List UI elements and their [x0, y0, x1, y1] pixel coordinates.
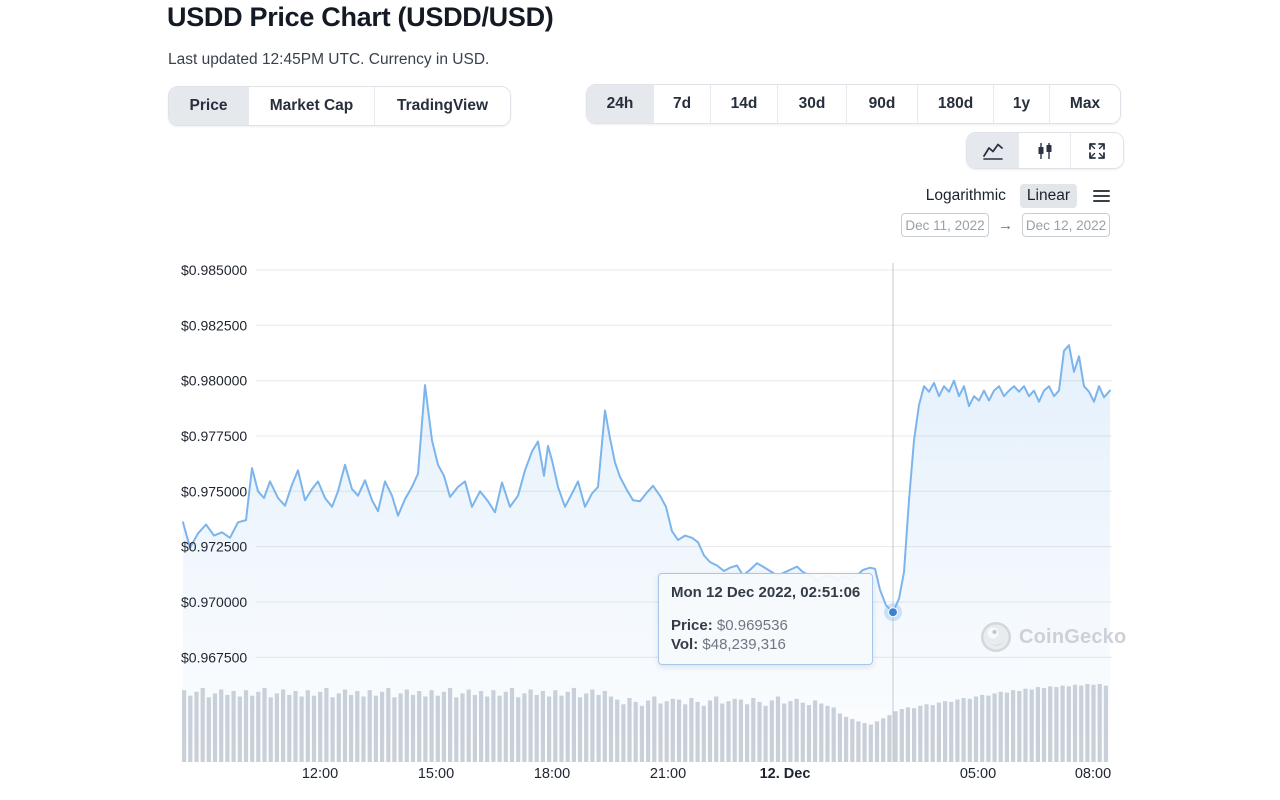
time-range-group: 24h 7d 14d 30d 90d 180d 1y Max	[586, 84, 1121, 124]
svg-text:$0.975000: $0.975000	[181, 483, 247, 499]
linear-option[interactable]: Linear	[1019, 184, 1077, 208]
range-tab-max[interactable]: Max	[1050, 85, 1120, 123]
start-date-input[interactable]	[901, 213, 989, 237]
tooltip-vol-value: $48,239,316	[702, 636, 786, 653]
tooltip-price-value: $0.969536	[716, 617, 788, 634]
range-tab-90d[interactable]: 90d	[847, 85, 918, 123]
svg-text:$0.982500: $0.982500	[181, 317, 247, 333]
logarithmic-option[interactable]: Logarithmic	[925, 187, 1006, 204]
svg-text:12. Dec: 12. Dec	[760, 766, 811, 782]
svg-text:08:00: 08:00	[1075, 766, 1111, 782]
svg-text:$0.972500: $0.972500	[181, 539, 247, 555]
tab-tradingview[interactable]: TradingView	[375, 87, 510, 125]
tab-market-cap[interactable]: Market Cap	[249, 87, 375, 125]
range-tab-7d[interactable]: 7d	[654, 85, 711, 123]
last-updated-text: Last updated 12:45PM UTC. Currency in US…	[168, 51, 490, 68]
svg-text:15:00: 15:00	[418, 766, 454, 782]
arrow-right-icon: →	[998, 216, 1013, 234]
price-chart[interactable]: $0.985000 $0.982500 $0.980000 $0.977500 $0.9…	[180, 255, 1126, 790]
range-tab-180d[interactable]: 180d	[918, 85, 994, 123]
tooltip-vol-row: Vol: $48,239,316	[671, 635, 860, 654]
chart-menu-button[interactable]	[1091, 185, 1110, 206]
page-title: USDD Price Chart (USDD/USD)	[167, 2, 554, 32]
end-date-input[interactable]	[1022, 213, 1110, 237]
svg-text:$0.985000: $0.985000	[181, 262, 247, 278]
coingecko-watermark: CoinGecko	[980, 621, 1126, 653]
chart-tooltip: Mon 12 Dec 2022, 02:51:06 Price: $0.9695…	[658, 573, 874, 665]
price-chart-canvas[interactable]: $0.985000 $0.982500 $0.980000 $0.977500 $0.9…	[180, 255, 1112, 790]
tooltip-price-row: Price: $0.969536	[671, 616, 860, 635]
range-tab-14d[interactable]: 14d	[711, 85, 778, 123]
range-tab-30d[interactable]: 30d	[778, 85, 847, 123]
svg-text:$0.980000: $0.980000	[181, 373, 247, 389]
svg-text:$0.970000: $0.970000	[181, 594, 247, 610]
candlestick-icon	[1038, 142, 1051, 159]
watermark-label: CoinGecko	[1019, 625, 1127, 648]
svg-text:12:00: 12:00	[302, 766, 338, 782]
date-range-picker: →	[901, 213, 1110, 237]
svg-text:$0.967500: $0.967500	[181, 649, 247, 665]
chart-style-toggle	[966, 132, 1124, 169]
scale-toggle: Logarithmic Linear	[926, 183, 1110, 209]
range-tab-24h[interactable]: 24h	[587, 85, 654, 123]
svg-text:18:00: 18:00	[534, 766, 570, 782]
svg-text:21:00: 21:00	[650, 766, 686, 782]
tooltip-date: Mon 12 Dec 2022, 02:51:06	[671, 584, 861, 601]
tooltip-vol-label: Vol:	[671, 636, 699, 653]
line-chart-icon	[982, 143, 1003, 160]
hamburger-menu-icon	[1093, 189, 1110, 203]
view-toggle-group: Price Market Cap TradingView	[168, 86, 511, 126]
svg-text:$0.977500: $0.977500	[181, 428, 247, 444]
candlestick-button[interactable]	[1019, 133, 1071, 168]
line-chart-button[interactable]	[967, 133, 1019, 168]
fullscreen-button[interactable]	[1071, 133, 1123, 168]
range-tab-1y[interactable]: 1y	[994, 85, 1050, 123]
tab-price[interactable]: Price	[169, 87, 249, 125]
coingecko-logo-icon	[981, 622, 1011, 652]
fullscreen-icon	[1089, 142, 1105, 159]
tooltip-price-label: Price:	[671, 617, 713, 634]
svg-text:05:00: 05:00	[960, 766, 996, 782]
